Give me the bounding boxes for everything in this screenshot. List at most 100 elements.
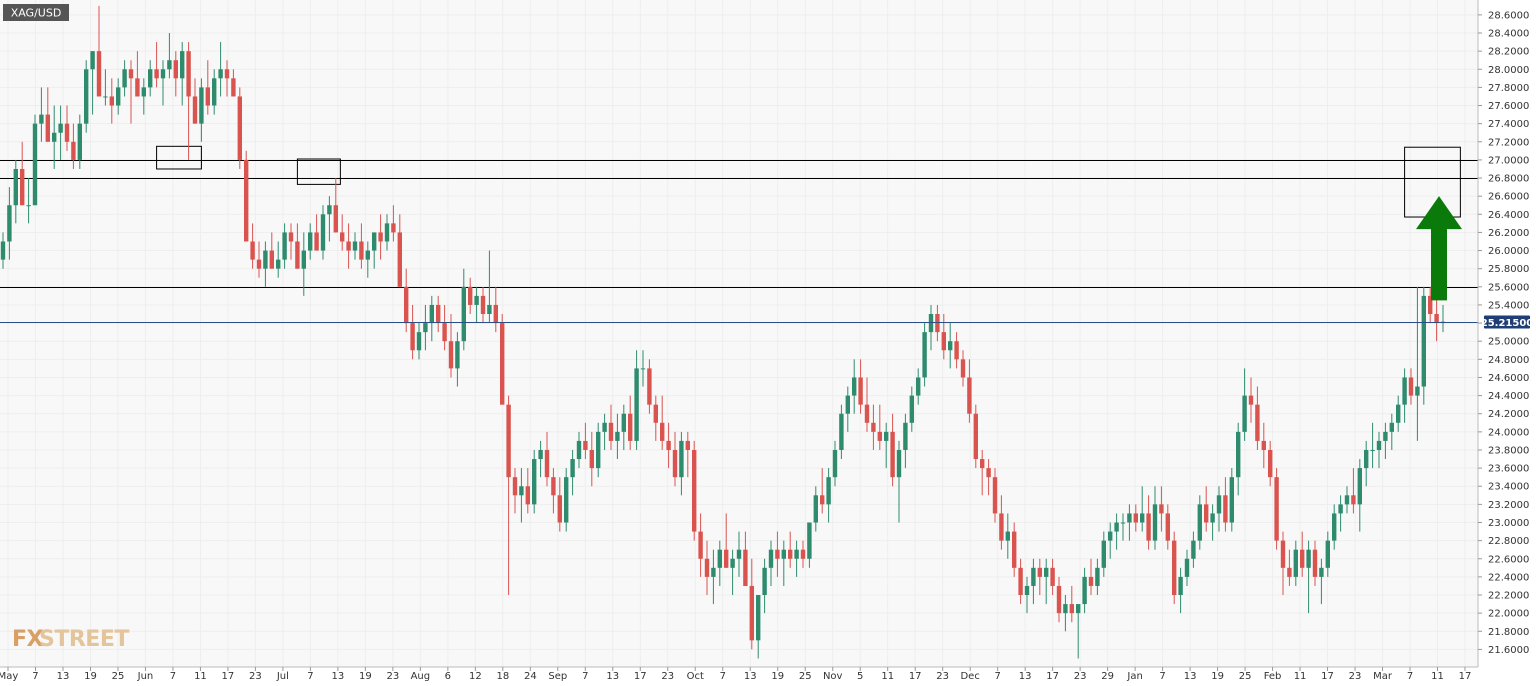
candle-bearish[interactable] [173,51,178,97]
candle-bearish[interactable] [692,440,697,541]
candle-bullish[interactable] [852,359,857,414]
candle-bearish[interactable] [1255,386,1260,450]
candle-bullish[interactable] [77,114,82,169]
candle-bullish[interactable] [532,449,537,514]
candle-bearish[interactable] [871,404,876,450]
candle-bullish[interactable] [884,422,889,469]
candle-bearish[interactable] [468,277,473,315]
candle-bearish[interactable] [775,531,780,577]
candle-bullish[interactable] [301,232,306,296]
candle-bullish[interactable] [1024,576,1030,614]
candle-bullish[interactable] [909,386,914,432]
candle-bullish[interactable] [122,60,127,97]
candle-bullish[interactable] [282,223,287,269]
candle-bullish[interactable] [13,159,18,224]
candle-bullish[interactable] [615,413,620,460]
candle-bullish[interactable] [0,232,6,269]
candle-bearish[interactable] [154,42,159,88]
candle-bullish[interactable] [596,422,601,478]
candle-bullish[interactable] [832,440,838,487]
candle-bullish[interactable] [813,486,818,532]
candle-bearish[interactable] [628,395,633,450]
y-axis[interactable]: 21.6000 21.8000 22.0000 22.2000 22.4000 22.60… [1478,10,1529,656]
candle-bearish[interactable] [973,404,978,469]
candle-bearish[interactable] [1146,495,1151,550]
candle-bullish[interactable] [58,105,63,160]
candle-bearish[interactable] [314,214,319,251]
candle-bullish[interactable] [1152,486,1158,550]
candle-bullish[interactable] [1306,540,1311,614]
candle-bearish[interactable] [128,60,134,124]
candle-bearish[interactable] [724,513,729,568]
candle-bullish[interactable] [634,350,639,450]
candle-bearish[interactable] [858,359,863,414]
candle-bearish[interactable] [1274,468,1279,550]
candle-bullish[interactable] [1082,567,1087,614]
candle-bullish[interactable] [845,386,850,432]
candle-bearish[interactable] [877,404,882,450]
candle-bullish[interactable] [602,413,607,450]
candle-bullish[interactable] [576,431,582,469]
candle-bullish[interactable] [781,540,786,586]
candle-bearish[interactable] [20,141,25,206]
candle-bearish[interactable] [250,223,255,269]
candle-bullish[interactable] [1338,495,1343,532]
candle-bearish[interactable] [512,468,518,514]
candle-bearish[interactable] [500,314,505,405]
candle-bearish[interactable] [1088,558,1094,596]
candle-bullish[interactable] [1396,395,1401,432]
candle-bearish[interactable] [1223,477,1228,532]
candle-bullish[interactable] [538,440,543,478]
candle-bullish[interactable] [794,540,799,577]
candle-bullish[interactable] [1389,413,1394,450]
candle-bearish[interactable] [269,232,274,269]
candle-bearish[interactable] [986,459,991,496]
candle-bearish[interactable] [205,60,210,115]
candle-bearish[interactable] [608,404,614,450]
candle-bullish[interactable] [1095,558,1100,596]
candle-bullish[interactable] [180,42,185,106]
candle-bullish[interactable] [1197,495,1202,550]
candle-bullish[interactable] [487,250,492,324]
candle-bearish[interactable] [525,468,530,514]
candle-bearish[interactable] [295,223,300,269]
candle-bullish[interactable] [141,78,146,115]
candle-bearish[interactable] [135,51,140,97]
candle-bullish[interactable] [52,105,57,169]
candle-bullish[interactable] [1242,368,1247,441]
candle-bullish[interactable] [768,540,774,586]
candle-bullish[interactable] [570,449,575,496]
candle-bullish[interactable] [32,114,38,206]
candle-bullish[interactable] [384,214,390,251]
candle-bearish[interactable] [992,468,998,523]
candle-bearish[interactable] [666,422,671,469]
candle-bearish[interactable] [1287,549,1292,586]
candle-bearish[interactable] [231,69,236,97]
candle-bearish[interactable] [954,332,959,369]
candle-bullish[interactable] [564,468,569,532]
candle-bearish[interactable] [820,468,825,514]
candle-bullish[interactable] [711,549,716,605]
candle-bearish[interactable] [71,123,76,169]
candle-bullish[interactable] [1114,513,1119,550]
candle-bearish[interactable] [45,87,50,142]
candle-bullish[interactable] [1210,504,1215,541]
candle-bullish[interactable] [807,522,812,568]
candle-bearish[interactable] [672,431,678,487]
candle-bullish[interactable] [212,69,217,115]
candle-bullish[interactable] [103,69,108,106]
candle-bearish[interactable] [480,286,486,324]
candle-bearish[interactable] [743,531,748,586]
candle-bullish[interactable] [218,42,223,97]
candle-bearish[interactable] [800,540,806,568]
candle-bullish[interactable] [1178,567,1183,614]
candle-bullish[interactable] [1127,504,1132,541]
candle-bullish[interactable] [826,468,831,523]
candle-bullish[interactable] [372,232,377,269]
candle-bearish[interactable] [1037,558,1042,596]
candle-bullish[interactable] [461,268,466,351]
candle-bullish[interactable] [263,241,268,287]
candle-bullish[interactable] [1293,540,1298,586]
candle-bullish[interactable] [455,332,460,387]
x-axis[interactable]: May 7 13 19 25 Jun 7 11 17 23 Jul 7 13 19 23 Aug 6 12 18 24… [0,667,1471,682]
